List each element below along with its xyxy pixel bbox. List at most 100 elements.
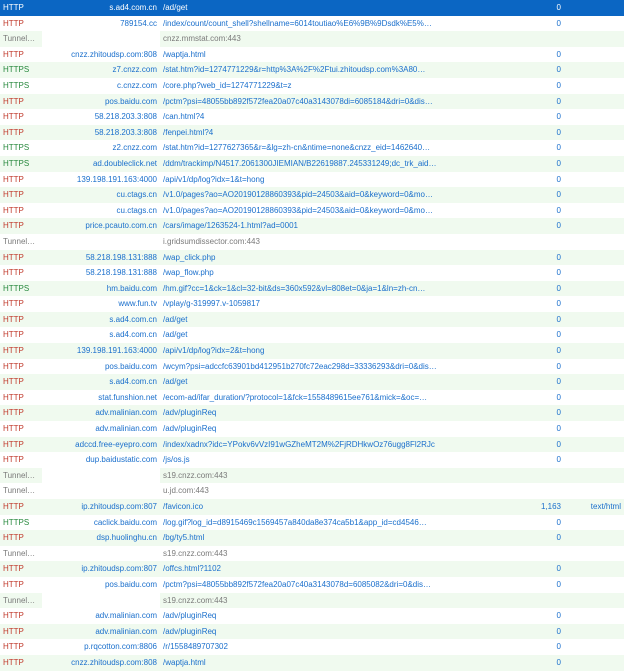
cell-u: /js/os.js bbox=[160, 452, 522, 468]
session-row[interactable]: Tunnel tou.jd.com:443 bbox=[0, 483, 624, 499]
session-row[interactable]: HTTPScaclick.baidu.com/log.gif?log_id=d8… bbox=[0, 515, 624, 531]
session-row[interactable]: HTTPip.zhitoudsp.com:807/offcs.html?1102… bbox=[0, 561, 624, 577]
session-row[interactable]: HTTPcu.ctags.cn/v1.0/pages?ao=AO20190128… bbox=[0, 187, 624, 203]
session-row[interactable]: HTTPstat.funshion.net/ecom-ad/ifar_durat… bbox=[0, 390, 624, 406]
session-row[interactable]: HTTP139.198.191.163:4000/api/v1/dp/log?i… bbox=[0, 172, 624, 188]
cell-p: HTTP bbox=[0, 359, 42, 375]
cell-s: 1,163 bbox=[522, 499, 564, 515]
session-row[interactable]: HTTPprice.pcauto.com.cn/cars/image/12635… bbox=[0, 218, 624, 234]
cell-p: HTTP bbox=[0, 0, 42, 16]
cell-h: 58.218.203.3:808 bbox=[42, 125, 160, 141]
session-row[interactable]: HTTPip.zhitoudsp.com:807/favicon.ico1,16… bbox=[0, 499, 624, 515]
cell-u: /ddm/trackimp/N4517.2061300JIEMIAN/B2261… bbox=[160, 156, 522, 172]
session-row[interactable]: HTTPpos.baidu.com/wcym?psi=adccfc63901bd… bbox=[0, 359, 624, 375]
cell-t bbox=[564, 296, 624, 312]
session-row[interactable]: HTTPShm.baidu.com/hm.gif?cc=1&ck=1&cl=32… bbox=[0, 281, 624, 297]
session-row[interactable]: HTTPcnzz.zhitoudsp.com:808/waptja.html0 bbox=[0, 655, 624, 671]
cell-u: /ad/get bbox=[160, 374, 522, 390]
cell-p: HTTP bbox=[0, 374, 42, 390]
session-row[interactable]: HTTPadccd.free-eyepro.com/index/xadnx?id… bbox=[0, 437, 624, 453]
session-row[interactable]: HTTP58.218.203.3:808/fenpei.html?40 bbox=[0, 125, 624, 141]
session-row[interactable]: HTTPSad.doubleclick.net/ddm/trackimp/N45… bbox=[0, 156, 624, 172]
cell-h: 58.218.198.131:888 bbox=[42, 265, 160, 281]
cell-h: cu.ctags.cn bbox=[42, 203, 160, 219]
session-row[interactable]: Tunnel tocnzz.mmstat.com:443 bbox=[0, 31, 624, 47]
session-row[interactable]: HTTP139.198.191.163:4000/api/v1/dp/log?i… bbox=[0, 343, 624, 359]
session-row[interactable]: Tunnel toi.gridsumdissector.com:443 bbox=[0, 234, 624, 250]
session-row[interactable]: HTTPSc.cnzz.com/core.php?web_id=12747712… bbox=[0, 78, 624, 94]
session-row[interactable]: HTTPpos.baidu.com/pctm?psi=48055bb892f57… bbox=[0, 577, 624, 593]
cell-t bbox=[564, 312, 624, 328]
cell-u: /can.html?4 bbox=[160, 109, 522, 125]
cell-p: HTTP bbox=[0, 437, 42, 453]
cell-u: /ad/get bbox=[160, 327, 522, 343]
session-row[interactable]: HTTP58.218.198.131:888/wap_click.php0 bbox=[0, 250, 624, 266]
cell-u: /v1.0/pages?ao=AO20190128860393&pid=2450… bbox=[160, 187, 522, 203]
cell-t bbox=[564, 281, 624, 297]
session-row[interactable]: Tunnel tos19.cnzz.com:443 bbox=[0, 546, 624, 562]
cell-h: dup.baidustatic.com bbox=[42, 452, 160, 468]
cell-p: HTTP bbox=[0, 94, 42, 110]
session-row[interactable]: HTTP58.218.203.3:808/can.html?40 bbox=[0, 109, 624, 125]
cell-p: HTTPS bbox=[0, 78, 42, 94]
cell-s: 0 bbox=[522, 296, 564, 312]
session-row[interactable]: HTTPcu.ctags.cn/v1.0/pages?ao=AO20190128… bbox=[0, 203, 624, 219]
session-row[interactable]: HTTPSz7.cnzz.com/stat.htm?id=1274771229&… bbox=[0, 62, 624, 78]
cell-p: HTTP bbox=[0, 405, 42, 421]
cell-u: /api/v1/dp/log?idx=1&t=hong bbox=[160, 172, 522, 188]
cell-t bbox=[564, 187, 624, 203]
session-row[interactable]: HTTPadv.malinian.com/adv/pluginReq0 bbox=[0, 608, 624, 624]
session-row[interactable]: HTTP789154.cc/index/count/count_shell?sh… bbox=[0, 16, 624, 32]
cell-t bbox=[564, 343, 624, 359]
cell-s bbox=[522, 593, 564, 609]
cell-u: /adv/pluginReq bbox=[160, 624, 522, 640]
session-row[interactable]: HTTPs.ad4.com.cn/ad/get0 bbox=[0, 327, 624, 343]
cell-p: HTTPS bbox=[0, 156, 42, 172]
session-row[interactable]: HTTPdup.baidustatic.com/js/os.js0 bbox=[0, 452, 624, 468]
cell-h: adv.malinian.com bbox=[42, 405, 160, 421]
cell-h: price.pcauto.com.cn bbox=[42, 218, 160, 234]
session-row[interactable]: HTTPadv.malinian.com/adv/pluginReq0 bbox=[0, 624, 624, 640]
session-row[interactable]: HTTPadv.malinian.com/adv/pluginReq0 bbox=[0, 421, 624, 437]
cell-s: 0 bbox=[522, 577, 564, 593]
session-row[interactable]: HTTPcnzz.zhitoudsp.com:808/waptja.html0 bbox=[0, 47, 624, 63]
cell-u: /waptja.html bbox=[160, 47, 522, 63]
cell-t bbox=[564, 265, 624, 281]
cell-s: 0 bbox=[522, 47, 564, 63]
cell-h: cnzz.zhitoudsp.com:808 bbox=[42, 655, 160, 671]
cell-s: 0 bbox=[522, 203, 564, 219]
cell-h: caclick.baidu.com bbox=[42, 515, 160, 531]
cell-u: /offcs.html?1102 bbox=[160, 561, 522, 577]
session-row[interactable]: HTTPdsp.huolinghu.cn/bg/ty5.html0 bbox=[0, 530, 624, 546]
session-row[interactable]: Tunnel tos19.cnzz.com:443 bbox=[0, 468, 624, 484]
cell-t bbox=[564, 405, 624, 421]
cell-u: /v1.0/pages?ao=AO20190128860393&pid=2450… bbox=[160, 203, 522, 219]
cell-s: 0 bbox=[522, 608, 564, 624]
cell-u: s19.cnzz.com:443 bbox=[160, 468, 522, 484]
cell-p: HTTPS bbox=[0, 515, 42, 531]
session-row[interactable]: HTTPadv.malinian.com/adv/pluginReq0 bbox=[0, 405, 624, 421]
cell-p: HTTP bbox=[0, 47, 42, 63]
cell-h: adv.malinian.com bbox=[42, 421, 160, 437]
cell-p: HTTP bbox=[0, 390, 42, 406]
cell-u: /wap_click.php bbox=[160, 250, 522, 266]
session-row[interactable]: HTTPs.ad4.com.cn/ad/get0 bbox=[0, 0, 624, 16]
session-row[interactable]: HTTPs.ad4.com.cn/ad/get0 bbox=[0, 312, 624, 328]
session-row[interactable]: HTTP58.218.198.131:888/wap_flow.php0 bbox=[0, 265, 624, 281]
cell-h: s.ad4.com.cn bbox=[42, 327, 160, 343]
cell-u: /fenpei.html?4 bbox=[160, 125, 522, 141]
cell-s bbox=[522, 546, 564, 562]
cell-t bbox=[564, 483, 624, 499]
cell-p: HTTP bbox=[0, 296, 42, 312]
cell-h: 58.218.203.3:808 bbox=[42, 109, 160, 125]
cell-h: hm.baidu.com bbox=[42, 281, 160, 297]
cell-s: 0 bbox=[522, 405, 564, 421]
session-row[interactable]: HTTPpos.baidu.com/pctm?psi=48055bb892f57… bbox=[0, 94, 624, 110]
session-row[interactable]: Tunnel tos19.cnzz.com:443 bbox=[0, 593, 624, 609]
session-row[interactable]: HTTPwww.fun.tv/vplay/g-319997.v-10598170 bbox=[0, 296, 624, 312]
session-row[interactable]: HTTPp.rqcotton.com:8806/r/15584897073020 bbox=[0, 639, 624, 655]
session-row[interactable]: HTTPs.ad4.com.cn/ad/get0 bbox=[0, 374, 624, 390]
session-row[interactable]: HTTPSz2.cnzz.com/stat.htm?id=1277627365&… bbox=[0, 140, 624, 156]
cell-s: 0 bbox=[522, 156, 564, 172]
cell-t bbox=[564, 655, 624, 671]
